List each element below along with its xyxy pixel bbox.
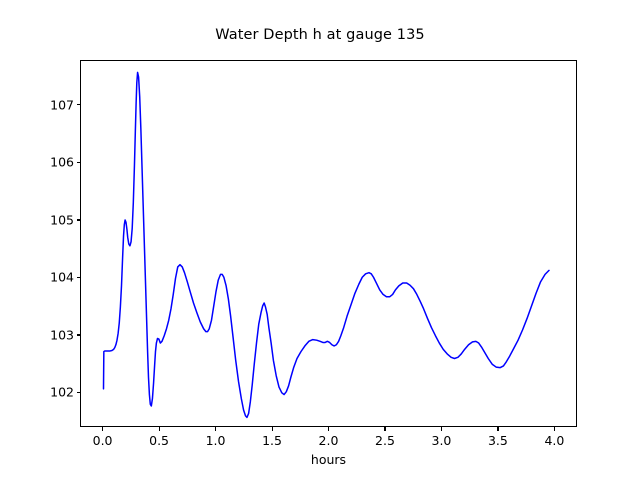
y-tick-mark (76, 104, 80, 106)
y-tick-label: 106 (50, 154, 74, 170)
plot-area (80, 60, 577, 427)
y-tick-mark (76, 161, 80, 163)
y-tick-label: 103 (50, 327, 74, 343)
data-line-svg (81, 61, 576, 426)
x-tick-mark (553, 427, 555, 431)
chart-title: Water Depth h at gauge 135 (215, 27, 425, 43)
x-tick-label: 0.5 (149, 433, 170, 448)
x-tick-mark (328, 427, 330, 431)
x-tick-mark (102, 427, 104, 431)
x-axis-label: hours (310, 452, 347, 467)
x-tick-label: 2.0 (318, 433, 339, 448)
x-tick-label: 4.0 (544, 433, 565, 448)
x-tick-label: 1.5 (262, 433, 282, 448)
series-h-line (103, 72, 549, 417)
y-tick-label: 104 (50, 269, 74, 285)
x-tick-mark (440, 427, 443, 431)
x-tick-label: 3.5 (487, 433, 508, 448)
x-tick-label: 2.5 (375, 433, 395, 448)
y-tick-mark (76, 334, 80, 336)
x-tick-mark (158, 427, 160, 431)
y-tick-label: 105 (50, 212, 74, 228)
y-tick-mark (76, 219, 80, 221)
y-tick-mark (76, 276, 80, 279)
x-tick-mark (271, 427, 273, 431)
x-tick-mark (215, 427, 217, 431)
x-tick-mark (384, 427, 386, 431)
y-tick-label: 102 (50, 384, 74, 400)
y-tick-label: 107 (50, 97, 74, 113)
x-tick-label: 1.0 (205, 433, 226, 448)
x-tick-label: 0.0 (92, 433, 113, 448)
x-tick-label: 3.0 (431, 433, 452, 448)
x-tick-mark (497, 427, 499, 431)
y-tick-mark (76, 391, 80, 394)
